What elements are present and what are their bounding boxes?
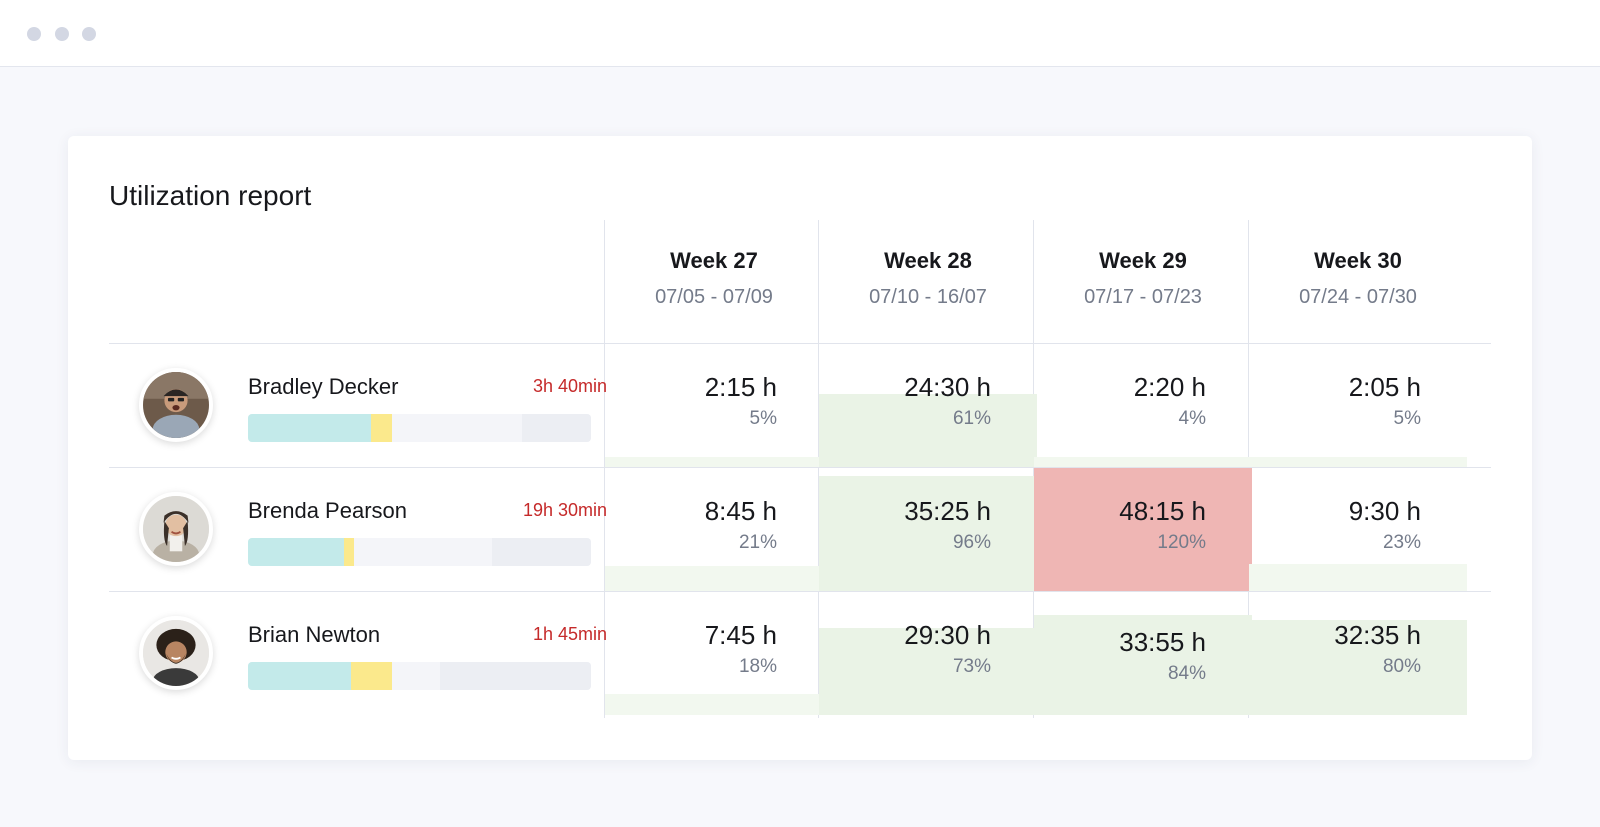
utilization-fill bbox=[1034, 457, 1252, 467]
cell-hours: 2:15 h bbox=[704, 372, 777, 402]
week-cell[interactable]: 35:25 h 96% bbox=[819, 468, 1037, 591]
week-name: Week 28 bbox=[884, 248, 972, 273]
week-cell[interactable]: 2:05 h 5% bbox=[1249, 344, 1467, 467]
capacity-bar-overtime bbox=[350, 662, 393, 690]
person-row[interactable]: Brian Newton 1h 45min bbox=[109, 592, 607, 716]
cell-hours: 24:30 h bbox=[904, 372, 991, 402]
utilization-fill bbox=[1249, 457, 1467, 467]
week-header: Week 30 07/24 - 07/30 bbox=[1249, 248, 1467, 309]
capacity-bar-booked bbox=[248, 538, 345, 566]
week-cell[interactable]: 48:15 h 120% bbox=[1034, 468, 1252, 591]
week-name: Week 29 bbox=[1099, 248, 1187, 273]
person-avatar-image bbox=[143, 372, 209, 438]
week-header: Week 28 07/10 - 16/07 bbox=[819, 248, 1037, 309]
capacity-bar-booked bbox=[248, 414, 372, 442]
window-maximize-dot[interactable] bbox=[82, 27, 96, 41]
week-name: Week 30 bbox=[1314, 248, 1402, 273]
week-header: Week 27 07/05 - 07/09 bbox=[605, 248, 823, 309]
capacity-bar-remaining bbox=[440, 662, 591, 690]
cell-hours: 32:35 h bbox=[1334, 620, 1421, 650]
person-name: Bradley Decker bbox=[248, 374, 399, 399]
capacity-bar-remaining bbox=[491, 538, 591, 566]
cell-hours: 2:20 h bbox=[1133, 372, 1206, 402]
capacity-bar bbox=[248, 538, 591, 566]
utilization-fill bbox=[1249, 563, 1467, 591]
cell-hours: 48:15 h bbox=[1119, 496, 1206, 526]
row-divider bbox=[109, 467, 1491, 468]
week-date-range: 07/17 - 07/23 bbox=[1084, 286, 1202, 308]
avatar bbox=[139, 492, 213, 566]
week-cell[interactable]: 24:30 h 61% bbox=[819, 344, 1037, 467]
cell-percent: 4% bbox=[1178, 408, 1206, 429]
cell-percent: 23% bbox=[1382, 532, 1421, 553]
cell-percent: 96% bbox=[952, 532, 991, 553]
utilization-fill bbox=[605, 693, 823, 715]
utilization-fill bbox=[819, 476, 1037, 591]
utilization-fill bbox=[1034, 614, 1252, 715]
overtime-label: 3h 40min bbox=[532, 376, 607, 396]
utilization-fill bbox=[819, 627, 1037, 715]
cell-percent: 5% bbox=[749, 408, 777, 429]
cell-percent: 80% bbox=[1382, 656, 1421, 677]
report-title: Utilization report bbox=[109, 180, 312, 211]
utilization-fill bbox=[1249, 619, 1467, 715]
cell-percent: 120% bbox=[1157, 532, 1206, 553]
utilization-report-card: Utilization report Week 27 07/05 - 07/09… bbox=[68, 136, 1532, 760]
week-cell[interactable]: 2:15 h 5% bbox=[605, 344, 823, 467]
cell-hours: 29:30 h bbox=[904, 620, 991, 650]
cell-hours: 7:45 h bbox=[704, 620, 777, 650]
avatar bbox=[139, 616, 213, 690]
cell-percent: 61% bbox=[952, 408, 991, 429]
cell-percent: 5% bbox=[1393, 408, 1421, 429]
week-date-range: 07/24 - 07/30 bbox=[1299, 286, 1417, 308]
capacity-bar-overtime bbox=[344, 538, 355, 566]
week-date-range: 07/05 - 07/09 bbox=[655, 286, 773, 308]
week-cell[interactable]: 29:30 h 73% bbox=[819, 592, 1037, 715]
week-cell[interactable]: 2:20 h 4% bbox=[1034, 344, 1252, 467]
person-name: Brenda Pearson bbox=[248, 498, 407, 523]
person-avatar-image bbox=[143, 496, 209, 562]
utilization-fill bbox=[605, 565, 823, 591]
capacity-bar bbox=[248, 662, 591, 690]
grid-divider bbox=[604, 220, 605, 718]
overtime-label: 1h 45min bbox=[532, 624, 607, 644]
week-cell[interactable]: 33:55 h 84% bbox=[1034, 592, 1252, 715]
week-name: Week 27 bbox=[670, 248, 758, 273]
window-titlebar bbox=[0, 0, 1600, 67]
cell-percent: 18% bbox=[738, 656, 777, 677]
person-name: Brian Newton bbox=[248, 622, 381, 647]
capacity-bar bbox=[248, 414, 591, 442]
capacity-bar-overtime bbox=[371, 414, 393, 442]
cell-percent: 73% bbox=[952, 656, 991, 677]
cell-percent: 84% bbox=[1167, 663, 1206, 684]
cell-hours: 2:05 h bbox=[1348, 372, 1421, 402]
overtime-label: 19h 30min bbox=[522, 500, 607, 520]
row-divider bbox=[109, 591, 1491, 592]
week-cell[interactable]: 9:30 h 23% bbox=[1249, 468, 1467, 591]
person-row[interactable]: Bradley Decker 3h 40min bbox=[109, 344, 607, 468]
person-avatar-image bbox=[143, 620, 209, 686]
row-divider bbox=[109, 343, 1491, 344]
cell-hours: 35:25 h bbox=[904, 496, 991, 526]
window-close-dot[interactable] bbox=[27, 27, 41, 41]
grid-divider bbox=[818, 220, 819, 718]
cell-percent: 21% bbox=[738, 532, 777, 553]
week-date-range: 07/10 - 16/07 bbox=[869, 286, 987, 308]
person-row[interactable]: Brenda Pearson 19h 30min bbox=[109, 468, 607, 592]
cell-hours: 33:55 h bbox=[1119, 627, 1206, 657]
week-cell[interactable]: 8:45 h 21% bbox=[605, 468, 823, 591]
week-cell[interactable]: 7:45 h 18% bbox=[605, 592, 823, 715]
cell-hours: 9:30 h bbox=[1348, 496, 1421, 526]
capacity-bar-remaining bbox=[522, 414, 591, 442]
utilization-fill bbox=[819, 394, 1037, 467]
window-minimize-dot[interactable] bbox=[55, 27, 69, 41]
avatar bbox=[139, 368, 213, 442]
week-header: Week 29 07/17 - 07/23 bbox=[1034, 248, 1252, 309]
cell-hours: 8:45 h bbox=[704, 496, 777, 526]
utilization-fill bbox=[605, 457, 823, 467]
week-cell[interactable]: 32:35 h 80% bbox=[1249, 592, 1467, 715]
grid-divider bbox=[1033, 220, 1034, 718]
capacity-bar-booked bbox=[248, 662, 351, 690]
